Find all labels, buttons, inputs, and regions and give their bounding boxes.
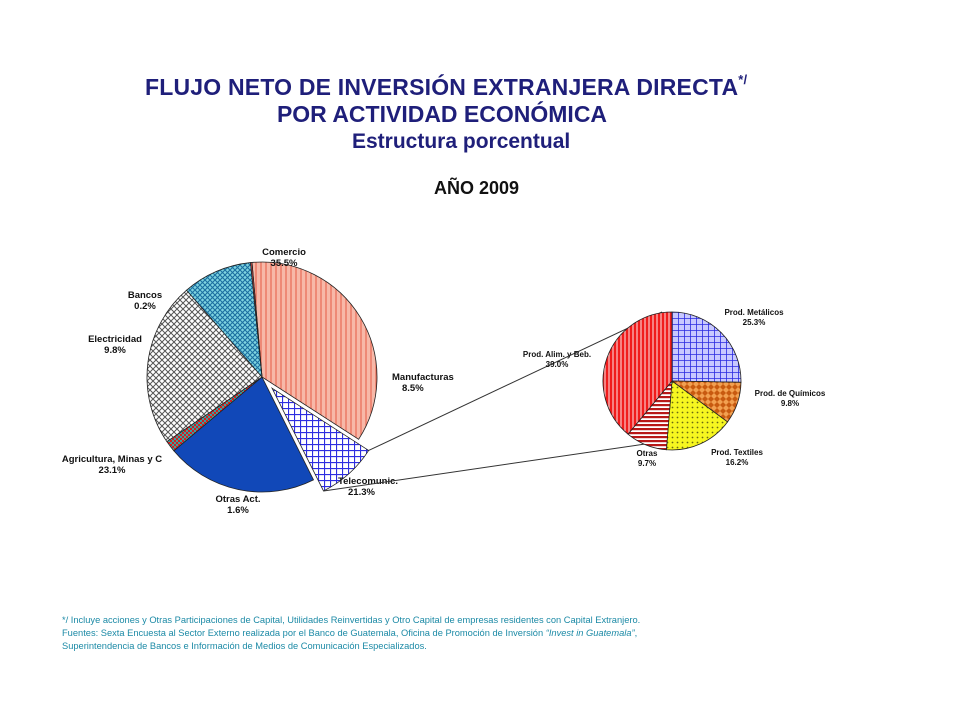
sub-slice-label-prod-de-quimicos: Prod. de Químicos	[755, 389, 826, 398]
sub-slice-label-otras: Otras	[637, 449, 658, 458]
slice-value-manufacturas: 8.5%	[402, 383, 424, 394]
slice-label-comercio: Comercio	[262, 247, 306, 258]
slice-label-otras-act: Otras Act.	[215, 494, 260, 505]
slice-value-otras-act: 1.6%	[227, 505, 249, 516]
pie-slice-telecomunic	[173, 376, 315, 493]
sources-suffix: ,	[634, 628, 638, 638]
connector-line-top	[368, 311, 663, 451]
sub-slice-value-prod-de-quimicos: 9.8%	[781, 399, 799, 408]
footnote-sources-2: Superintendencia de Bancos e Información…	[62, 641, 427, 651]
connector-line-bottom	[323, 442, 653, 492]
footnotes: */ Incluye acciones y Otras Participacio…	[62, 614, 862, 653]
slice-value-bancos: 0.2%	[134, 301, 156, 312]
sources-text: Fuentes: Sexta Encuesta al Sector Extern…	[62, 628, 546, 638]
sub-pie-slice-prod-alim-y-beb	[602, 311, 673, 435]
chart-subtitle: Estructura porcentual	[352, 130, 571, 153]
sub-slice-label-prod-textiles: Prod. Textiles	[711, 448, 763, 457]
title-line2-text: POR ACTIVIDAD ECONÓMICA	[276, 101, 608, 127]
slice-value-agricultura-minas-y-c: 23.1%	[99, 465, 126, 476]
footnote-sources: Fuentes: Sexta Encuesta al Sector Extern…	[62, 627, 862, 640]
sub-slice-label-prod-metalicos: Prod. Metálicos	[724, 308, 784, 317]
sub-slice-label-prod-alim-y-beb: Prod. Alim. y Beb.	[523, 350, 591, 359]
pie-slice-comercio	[251, 261, 378, 440]
chart-title-line2: POR ACTIVIDAD ECONÓMICA	[0, 101, 960, 128]
sub-pie-slice-prod-metalicos	[671, 311, 742, 383]
slice-label-manufacturas: Manufacturas	[392, 372, 454, 383]
slice-label-electricidad: Electricidad	[88, 334, 142, 345]
sub-slice-value-prod-metalicos: 25.3%	[743, 318, 766, 327]
slice-value-telecomunic: 21.3%	[348, 487, 375, 498]
slice-label-bancos: Bancos	[128, 290, 162, 301]
chart-year: AÑO 2009	[434, 178, 520, 198]
sources-italic: “Invest in Guatemala”	[545, 628, 635, 638]
title-text: FLUJO NETO DE INVERSIÓN EXTRANJERA DIREC…	[145, 74, 739, 100]
explode-connectors	[323, 311, 663, 492]
sub-slice-value-prod-textiles: 16.2%	[726, 458, 749, 467]
slice-value-electricidad: 9.8%	[104, 345, 126, 356]
footnote-1: */ Incluye acciones y Otras Participacio…	[62, 615, 641, 625]
pie-slice-agricultura-minas-y-c	[146, 289, 263, 443]
title-footnote-mark: */	[738, 72, 748, 87]
slice-label-agricultura-minas-y-c: Agricultura, Minas y C	[62, 454, 162, 465]
sub-pie-slice-prod-textiles	[665, 380, 729, 451]
slice-value-comercio: 35.5%	[271, 258, 298, 269]
pie-slice-bancos	[250, 262, 263, 378]
slice-label-telecomunic: Telecomunic.	[338, 476, 398, 487]
chart-title-line1: FLUJO NETO DE INVERSIÓN EXTRANJERA DIREC…	[145, 72, 748, 101]
sub-slice-value-otras: 9.7%	[638, 459, 656, 468]
sub-slice-value-prod-alim-y-beb: 39.0%	[546, 360, 569, 369]
